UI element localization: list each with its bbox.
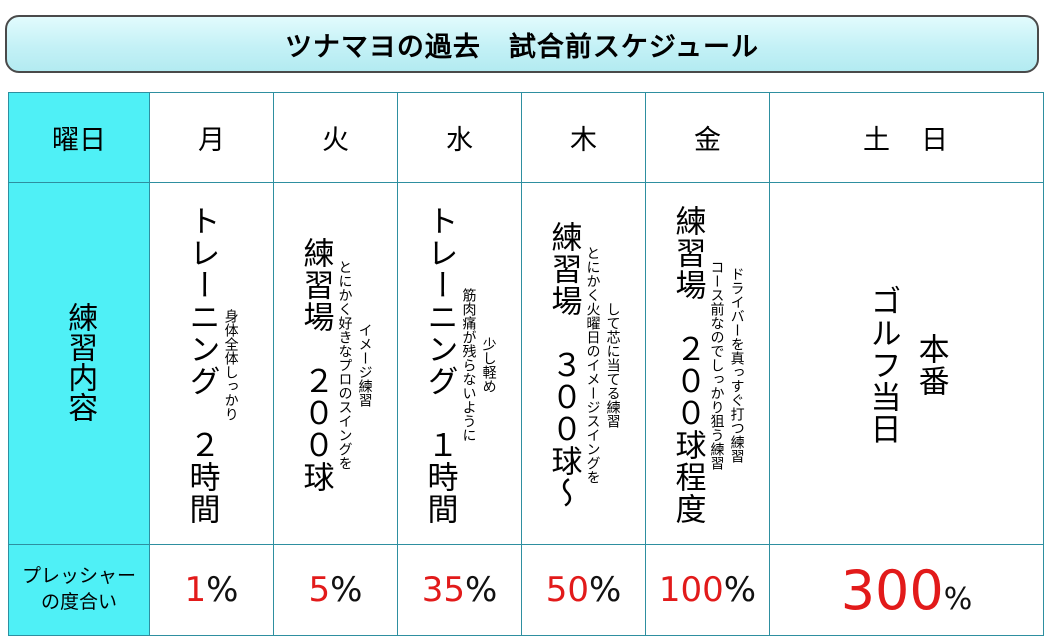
practice-main: 本番 <box>912 333 949 397</box>
practice-note: 筋肉痛が残らないように <box>460 288 477 442</box>
schedule-table: 曜日 月 火 水 木 金 土 日 練習内容 トレーニング ２時間 身体全体しっか… <box>8 92 1044 636</box>
practice-note: イメージ練習 <box>356 323 373 407</box>
practice-row: 練習内容 トレーニング ２時間 身体全体しっかり 練習場 ２００球 とにかく好き… <box>8 182 1044 545</box>
pressure-value: 35 <box>421 570 465 610</box>
pressure-value: 50 <box>545 570 589 610</box>
percent-sign: % <box>464 570 498 610</box>
practice-note: 身体全体しっかり <box>222 309 239 421</box>
day-mon: 月 <box>149 92 274 183</box>
weekday-header: 曜日 <box>8 92 150 183</box>
day-thu: 木 <box>521 92 646 183</box>
practice-weekend: ゴルフ当日 本番 <box>769 182 1044 545</box>
practice-header: 練習内容 <box>8 182 150 545</box>
percent-sign: % <box>330 570 363 610</box>
day-weekend: 土 日 <box>769 92 1044 183</box>
weekday-row: 曜日 月 火 水 木 金 土 日 <box>8 92 1044 183</box>
practice-main: ゴルフ当日 <box>864 285 901 445</box>
pressure-value: 100 <box>658 570 724 610</box>
practice-main: 練習場 ３００球～ <box>545 221 582 509</box>
day-tue: 火 <box>273 92 398 183</box>
pressure-value: 5 <box>308 570 331 610</box>
practice-mon: トレーニング ２時間 身体全体しっかり <box>149 182 274 545</box>
schedule-title: ツナマヨの過去 試合前スケジュール <box>5 15 1039 73</box>
pressure-tue: 5% <box>273 544 398 636</box>
percent-sign: % <box>723 570 757 610</box>
pressure-header: プレッシャー の度合い <box>8 544 150 636</box>
day-wed: 水 <box>397 92 522 183</box>
pressure-row: プレッシャー の度合い 1% 5% 35% 50% 100% 300% <box>8 544 1044 636</box>
pressure-value: 1 <box>184 570 207 610</box>
pressure-weekend: 300% <box>769 544 1044 636</box>
practice-note: 少し軽め <box>480 337 497 393</box>
pressure-value: 300 <box>840 558 944 622</box>
practice-thu: 練習場 ３００球～ とにかく火曜日のイメージスイングを して芯に当てる練習 <box>521 182 646 545</box>
pressure-mon: 1% <box>149 544 274 636</box>
pressure-thu: 50% <box>521 544 646 636</box>
practice-fri: 練習場 ２００球程度 コース前なのでしっかり狙う練習 ドライバーを真っすぐ打つ練… <box>645 182 770 545</box>
practice-main: トレーニング ２時間 <box>183 205 220 525</box>
practice-note: して芯に当てる練習 <box>604 302 621 428</box>
practice-main: 練習場 ２００球程度 <box>669 205 706 525</box>
pressure-header-line1: プレッシャー <box>21 565 136 588</box>
practice-note: ドライバーを真っすぐ打つ練習 <box>728 267 745 463</box>
percent-sign: % <box>206 570 239 610</box>
percent-sign: % <box>943 581 973 617</box>
practice-note: とにかく火曜日のイメージスイングを <box>584 246 601 484</box>
practice-tue: 練習場 ２００球 とにかく好きなプロのスイングを イメージ練習 <box>273 182 398 545</box>
practice-main: 練習場 ２００球 <box>297 237 334 493</box>
practice-note: とにかく好きなプロのスイングを <box>336 260 353 470</box>
practice-note: コース前なのでしっかり狙う練習 <box>708 260 725 470</box>
pressure-header-line2: の度合い <box>40 591 117 613</box>
practice-header-label: 練習内容 <box>62 301 98 422</box>
practice-wed: トレーニング １時間 筋肉痛が残らないように 少し軽め <box>397 182 522 545</box>
pressure-wed: 35% <box>397 544 522 636</box>
day-fri: 金 <box>645 92 770 183</box>
percent-sign: % <box>588 570 622 610</box>
practice-main: トレーニング １時間 <box>421 205 458 525</box>
pressure-fri: 100% <box>645 544 770 636</box>
